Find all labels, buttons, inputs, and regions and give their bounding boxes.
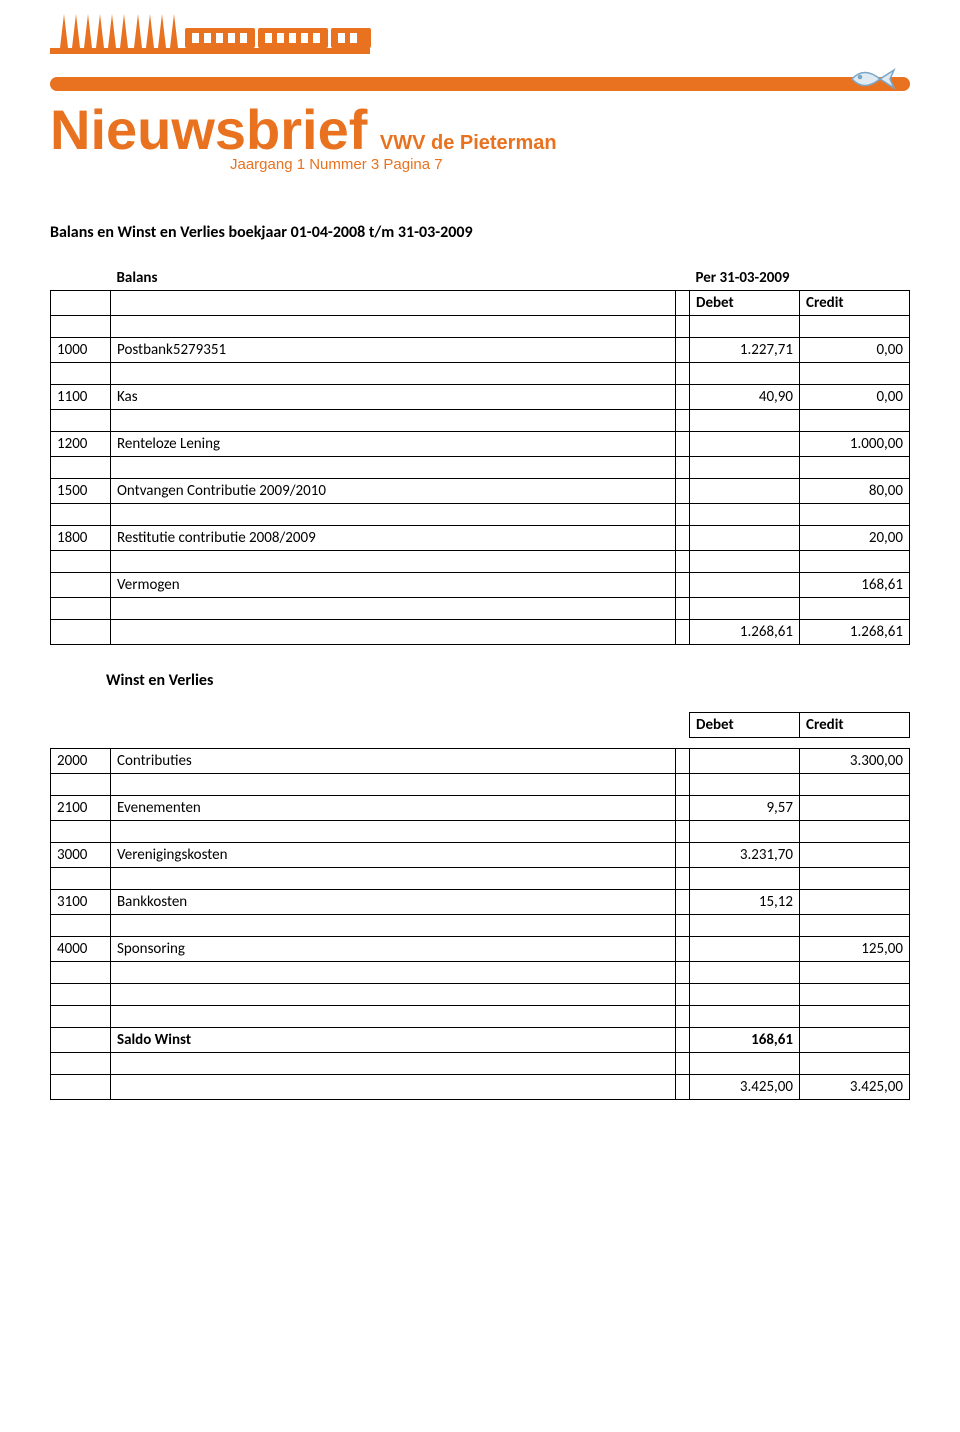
masthead-title: Nieuwsbrief: [50, 97, 367, 162]
table-row: 3.425,00 3.425,00: [51, 1075, 910, 1100]
wev-table: 2000 Contributies 3.300,00 2100 Evenemen…: [50, 748, 910, 1100]
wev-total-credit: 3.425,00: [800, 1075, 910, 1100]
table-row: 2000 Contributies 3.300,00: [51, 749, 910, 774]
wev-header-table: Debet Credit: [50, 712, 910, 738]
masthead-subtitle: VWV de Pieterman: [380, 132, 557, 155]
table-row: [51, 598, 910, 620]
table-row: 1500 Ontvangen Contributie 2009/2010 80,…: [51, 479, 910, 504]
saldo-label: Saldo Winst: [111, 1028, 676, 1053]
table-row: 1200 Renteloze Lening 1.000,00: [51, 432, 910, 457]
table-row: 3100 Bankkosten 15,12: [51, 890, 910, 915]
table-row: Vermogen 168,61: [51, 573, 910, 598]
table-row: [51, 821, 910, 843]
table-row: [51, 457, 910, 479]
table-row: 3000 Verenigingskosten 3.231,70: [51, 843, 910, 868]
table-row: [51, 868, 910, 890]
header-logo: [50, 10, 910, 71]
balans-table: Balans Per 31-03-2009 Debet Credit 1000 …: [50, 266, 910, 645]
document-content: Balans en Winst en Verlies boekjaar 01-0…: [50, 223, 910, 1100]
table-row: 4000 Sponsoring 125,00: [51, 937, 910, 962]
balans-per: Per 31-03-2009: [690, 266, 910, 291]
table-row: [51, 316, 910, 338]
table-row: [51, 363, 910, 385]
balans-header-credit: Credit: [800, 291, 910, 316]
fish-icon: [850, 64, 900, 99]
table-row: Saldo Winst 168,61: [51, 1028, 910, 1053]
saldo-debet: 168,61: [690, 1028, 800, 1053]
table-row: [51, 962, 910, 984]
table-row: [51, 915, 910, 937]
masthead: Nieuwsbrief VWV de Pieterman Jaargang 1 …: [50, 97, 910, 173]
wev-header-debet: Debet: [690, 713, 800, 738]
table-row: [51, 1006, 910, 1028]
balans-label: Balans: [111, 266, 676, 291]
table-row: [51, 774, 910, 796]
table-row: [51, 984, 910, 1006]
balans-total-debet: 1.268,61: [690, 620, 800, 645]
table-row: 2100 Evenementen 9,57: [51, 796, 910, 821]
balans-total-credit: 1.268,61: [800, 620, 910, 645]
table-row: [51, 410, 910, 432]
table-row: 1100 Kas 40,90 0,00: [51, 385, 910, 410]
masthead-meta: Jaargang 1 Nummer 3 Pagina 7: [230, 156, 910, 173]
table-row: [51, 1053, 910, 1075]
header-divider-bar: [50, 77, 910, 91]
wev-header-credit: Credit: [800, 713, 910, 738]
table-row: [51, 551, 910, 573]
balans-header-debet: Debet: [690, 291, 800, 316]
table-row: 1800 Restitutie contributie 2008/2009 20…: [51, 526, 910, 551]
table-row: 1.268,61 1.268,61: [51, 620, 910, 645]
winst-en-verlies-label: Winst en Verlies: [106, 671, 910, 690]
document-title: Balans en Winst en Verlies boekjaar 01-0…: [50, 223, 910, 242]
table-row: [51, 504, 910, 526]
wev-total-debet: 3.425,00: [690, 1075, 800, 1100]
table-row: 1000 Postbank5279351 1.227,71 0,00: [51, 338, 910, 363]
